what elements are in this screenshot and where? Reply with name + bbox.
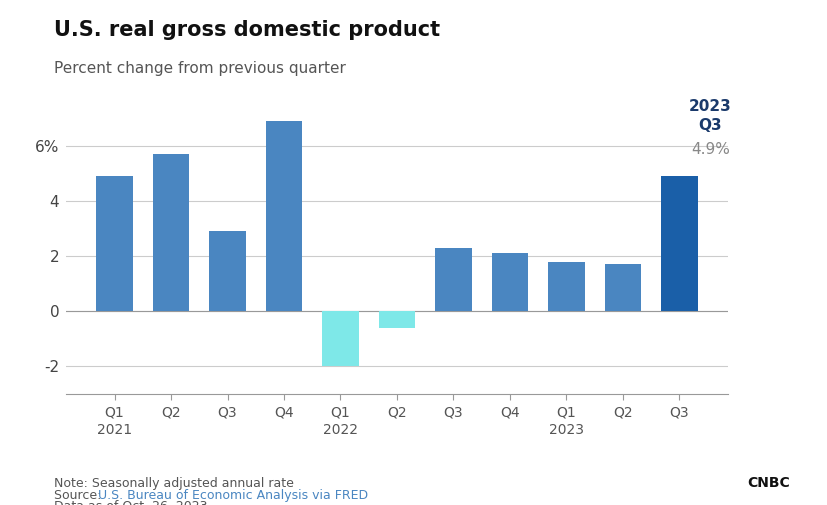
Bar xyxy=(323,311,359,366)
Bar xyxy=(491,254,528,311)
Bar xyxy=(605,265,641,311)
Text: Note: Seasonally adjusted annual rate: Note: Seasonally adjusted annual rate xyxy=(54,477,294,490)
Text: Percent change from previous quarter: Percent change from previous quarter xyxy=(54,61,346,76)
Text: CNBC: CNBC xyxy=(748,476,791,490)
Bar xyxy=(435,248,471,311)
Text: 2023
Q3: 2023 Q3 xyxy=(689,99,732,133)
Bar xyxy=(379,311,415,328)
Text: 4.9%: 4.9% xyxy=(691,142,730,157)
Bar xyxy=(265,121,303,311)
Text: Source:: Source: xyxy=(54,489,105,502)
Bar xyxy=(661,176,698,311)
Bar xyxy=(96,176,133,311)
Bar xyxy=(548,262,585,311)
Bar xyxy=(153,154,189,311)
Text: U.S. real gross domestic product: U.S. real gross domestic product xyxy=(54,20,440,40)
Text: U.S. Bureau of Economic Analysis via FRED: U.S. Bureau of Economic Analysis via FRE… xyxy=(98,489,368,502)
Text: Data as of Oct. 26, 2023: Data as of Oct. 26, 2023 xyxy=(54,500,208,505)
Bar xyxy=(209,231,246,311)
